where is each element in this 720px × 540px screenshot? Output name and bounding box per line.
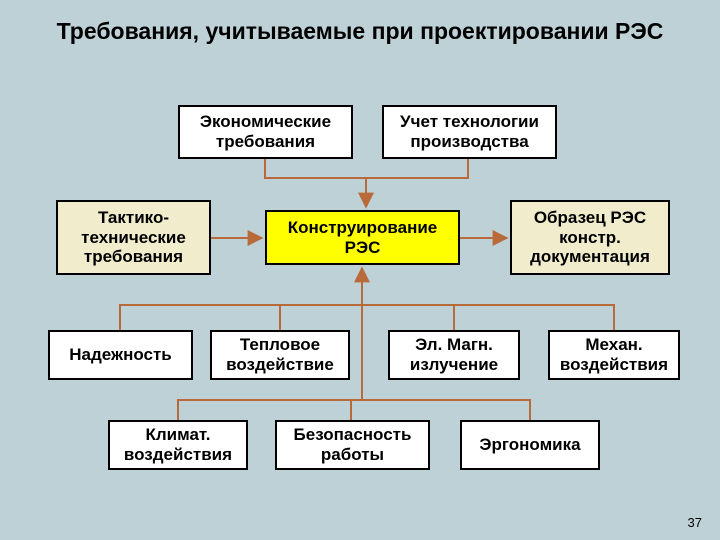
slide-container: Требования, учитываемые при проектирован… — [0, 0, 720, 540]
node-econ: Экономическиетребования — [178, 105, 353, 159]
node-ergo: Эргономика — [460, 420, 600, 470]
node-tactic: Тактико-техническиетребования — [56, 200, 211, 275]
slide-title: Требования, учитываемые при проектирован… — [0, 18, 720, 46]
edge-4 — [120, 305, 614, 330]
node-thermal: Тепловоевоздействие — [210, 330, 350, 380]
edge-0 — [265, 159, 468, 178]
node-tech: Учет технологиипроизводства — [382, 105, 557, 159]
node-climate: Климат.воздействия — [108, 420, 248, 470]
node-reliab: Надежность — [48, 330, 193, 380]
node-mech: Механ.воздействия — [548, 330, 680, 380]
node-safety: Безопасностьработы — [275, 420, 430, 470]
node-center: КонструированиеРЭС — [265, 210, 460, 265]
node-emr: Эл. Магн.излучение — [388, 330, 520, 380]
node-sample: Образец РЭСконстр.документация — [510, 200, 670, 275]
page-number: 37 — [688, 515, 702, 530]
edge-7 — [178, 400, 530, 420]
